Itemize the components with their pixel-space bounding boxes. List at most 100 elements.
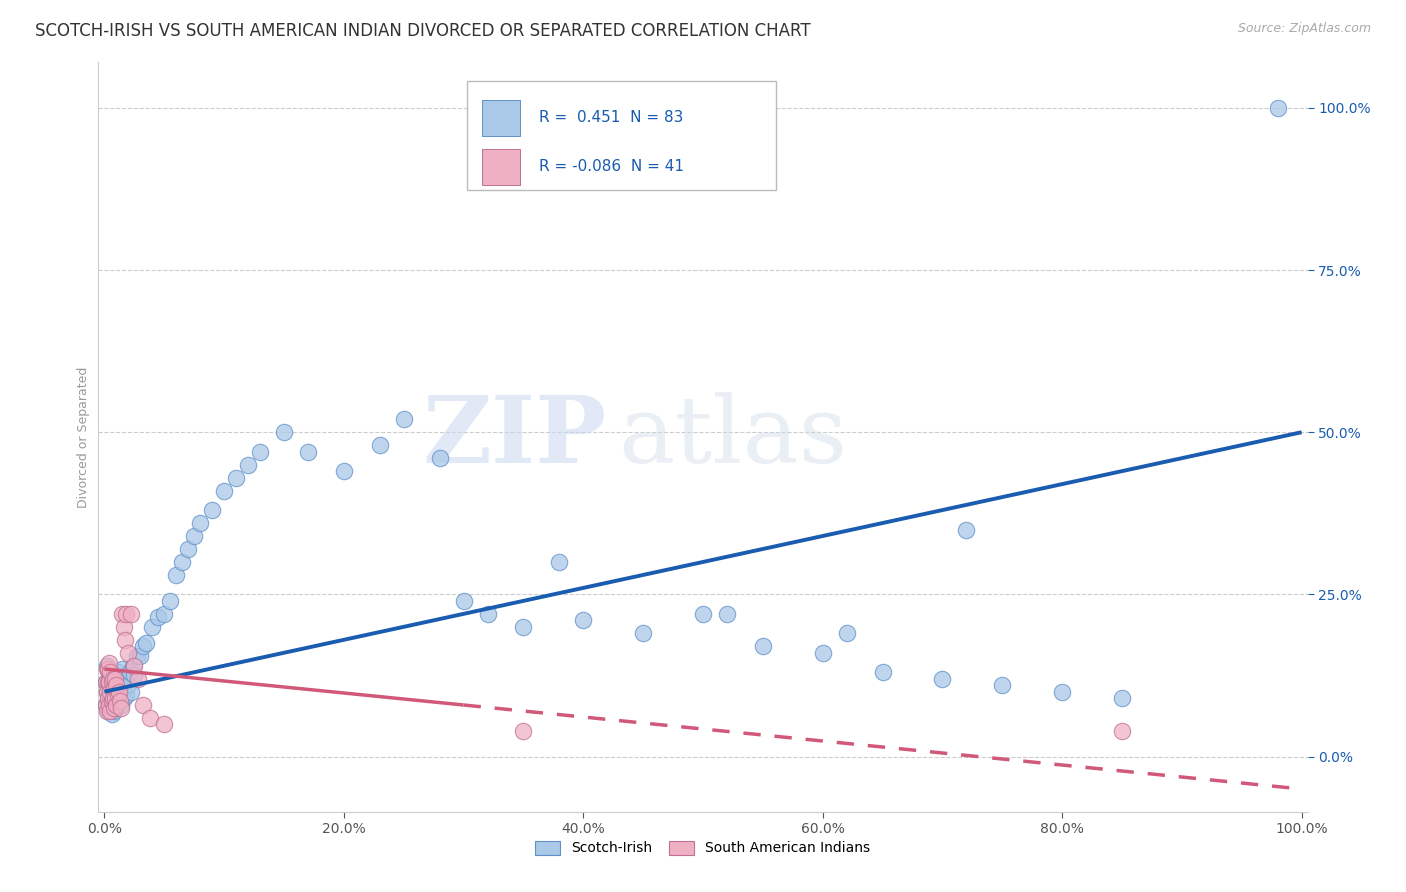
Point xyxy=(105,698,128,712)
Point xyxy=(97,675,120,690)
Point xyxy=(122,658,145,673)
Point xyxy=(100,704,122,718)
Point xyxy=(107,694,129,708)
Point xyxy=(120,607,142,621)
Point xyxy=(100,684,122,698)
Point xyxy=(392,412,415,426)
Point xyxy=(103,668,125,682)
Text: R =  0.451  N = 83: R = 0.451 N = 83 xyxy=(538,111,683,126)
Point xyxy=(1111,691,1133,706)
Point xyxy=(96,662,118,676)
Point xyxy=(183,529,205,543)
Point xyxy=(572,613,595,627)
FancyBboxPatch shape xyxy=(467,81,776,190)
Point xyxy=(94,698,117,712)
Point xyxy=(100,665,122,680)
Point xyxy=(96,684,118,698)
Point xyxy=(115,607,138,621)
Point xyxy=(692,607,714,621)
Point xyxy=(96,658,118,673)
Point xyxy=(98,691,121,706)
Point xyxy=(931,672,953,686)
Point xyxy=(132,698,155,712)
Point xyxy=(101,672,124,686)
Point xyxy=(111,684,134,698)
Point xyxy=(108,694,131,708)
Point xyxy=(512,620,534,634)
Text: Source: ZipAtlas.com: Source: ZipAtlas.com xyxy=(1237,22,1371,36)
Point xyxy=(108,691,131,706)
Point xyxy=(107,684,129,698)
Point xyxy=(991,678,1014,692)
Point xyxy=(94,698,117,712)
Point xyxy=(100,684,122,698)
Point xyxy=(98,675,121,690)
Point xyxy=(100,665,122,680)
Point xyxy=(165,568,187,582)
Point xyxy=(97,704,120,718)
Point xyxy=(117,678,139,692)
Point xyxy=(333,464,356,478)
Point xyxy=(114,675,136,690)
Point xyxy=(107,688,129,702)
Point xyxy=(101,691,124,706)
Point xyxy=(177,541,200,556)
Y-axis label: Divorced or Separated: Divorced or Separated xyxy=(77,367,90,508)
Point xyxy=(124,668,146,682)
Point xyxy=(148,610,170,624)
Point xyxy=(100,688,122,702)
Point xyxy=(112,691,135,706)
Point xyxy=(297,444,319,458)
Point xyxy=(135,636,157,650)
Point xyxy=(1050,684,1073,698)
Point xyxy=(94,675,117,690)
Point xyxy=(429,451,451,466)
Point xyxy=(111,662,134,676)
Point xyxy=(368,438,391,452)
Point xyxy=(97,662,120,676)
Point xyxy=(96,684,118,698)
FancyBboxPatch shape xyxy=(482,149,520,185)
Point xyxy=(129,648,152,663)
Point xyxy=(100,672,122,686)
Point xyxy=(105,701,128,715)
Point xyxy=(98,656,121,670)
Point xyxy=(141,620,163,634)
Point xyxy=(103,701,125,715)
Point xyxy=(117,646,139,660)
Point xyxy=(103,691,125,706)
Point xyxy=(512,723,534,738)
Point xyxy=(98,698,121,712)
Point xyxy=(97,691,120,706)
Point xyxy=(955,523,977,537)
Point xyxy=(100,707,122,722)
Point xyxy=(103,681,125,696)
Point xyxy=(111,607,134,621)
Point xyxy=(110,701,132,715)
Point xyxy=(1111,723,1133,738)
Point xyxy=(104,675,127,690)
Point xyxy=(548,555,571,569)
Point xyxy=(107,665,129,680)
Point xyxy=(104,691,127,706)
Point xyxy=(752,640,775,654)
Text: atlas: atlas xyxy=(619,392,848,482)
Point xyxy=(96,704,118,718)
Point xyxy=(97,678,120,692)
Point xyxy=(201,503,224,517)
Point xyxy=(100,701,122,715)
Point xyxy=(110,698,132,712)
Point xyxy=(127,672,149,686)
Point xyxy=(188,516,211,530)
Point xyxy=(1267,101,1289,115)
Point xyxy=(104,694,127,708)
Point xyxy=(872,665,894,680)
Point xyxy=(114,632,136,647)
Point xyxy=(115,672,138,686)
Point xyxy=(159,594,181,608)
Point xyxy=(112,620,135,634)
Text: SCOTCH-IRISH VS SOUTH AMERICAN INDIAN DIVORCED OR SEPARATED CORRELATION CHART: SCOTCH-IRISH VS SOUTH AMERICAN INDIAN DI… xyxy=(35,22,811,40)
Point xyxy=(124,658,146,673)
FancyBboxPatch shape xyxy=(482,100,520,136)
Text: ZIP: ZIP xyxy=(422,392,606,482)
